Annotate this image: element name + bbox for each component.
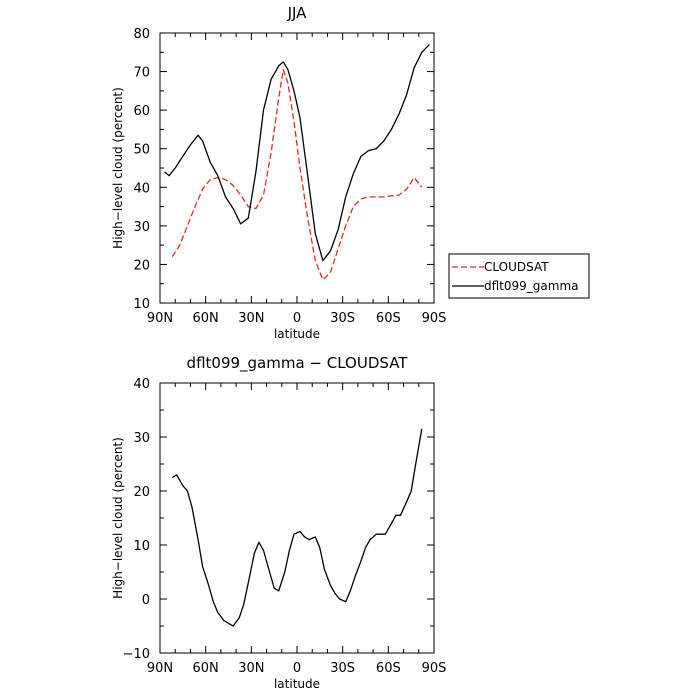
chart-panel-1: JJA 90N 60N 30N 0 30S 60S 90S 10 20 30 40 50 60 70 80 la… <box>111 4 590 341</box>
plot-frame <box>159 382 435 654</box>
x-tick-label: 60N <box>193 311 219 326</box>
legend-box <box>448 253 590 299</box>
y-tick-label: 20 <box>133 258 150 273</box>
x-axis-label: latitude <box>274 677 320 691</box>
legend-entry: CLOUDSAT <box>484 260 549 274</box>
y-tick-label: −10 <box>123 647 150 662</box>
y-tick-label: 0 <box>142 593 150 608</box>
y-tick-label: 30 <box>133 220 150 235</box>
y-tick-label: 80 <box>133 27 150 42</box>
y-tick-label: 60 <box>133 104 150 119</box>
chart-panel-2: dflt099_gamma − CLOUDSAT 90N 60N 30N 0 30S 60S… <box>111 354 446 691</box>
x-tick-label: 30N <box>238 661 264 676</box>
x-tick-label: 30S <box>330 311 355 326</box>
legend: CLOUDSAT dflt099_gamma <box>448 253 590 299</box>
y-tick-label: 30 <box>133 431 150 446</box>
series-line-cloudsat <box>171 68 423 281</box>
x-tick-label: 60N <box>193 661 219 676</box>
legend-entry: dflt099_gamma <box>484 279 579 293</box>
x-tick-label: 30N <box>238 311 264 326</box>
y-tick-label: 40 <box>133 181 150 196</box>
y-tick-label: 20 <box>133 485 150 500</box>
y-tick-label: 70 <box>133 66 150 81</box>
y-axis-label: High−level cloud (percent) <box>111 437 125 599</box>
y-axis-label: High−level cloud (percent) <box>111 87 125 249</box>
x-tick-label: 60S <box>376 661 401 676</box>
x-tick-label: 0 <box>293 311 301 326</box>
y-tick-label: 10 <box>133 539 150 554</box>
series-line-dflt099_gamma <box>164 44 430 262</box>
chart-title: dflt099_gamma − CLOUDSAT <box>187 354 409 373</box>
x-tick-label: 90N <box>147 661 173 676</box>
series-line-difference <box>171 428 423 627</box>
plot-frame <box>159 32 435 304</box>
x-tick-label: 90S <box>422 311 447 326</box>
x-tick-label: 0 <box>293 661 301 676</box>
x-axis-label: latitude <box>274 327 320 341</box>
y-tick-label: 40 <box>133 377 150 392</box>
y-tick-label: 50 <box>133 143 150 158</box>
y-tick-label: 10 <box>133 297 150 312</box>
x-tick-label: 90S <box>422 661 447 676</box>
x-tick-label: 30S <box>330 661 355 676</box>
x-tick-label: 60S <box>376 311 401 326</box>
chart-title: JJA <box>287 4 308 22</box>
x-tick-label: 90N <box>147 311 173 326</box>
